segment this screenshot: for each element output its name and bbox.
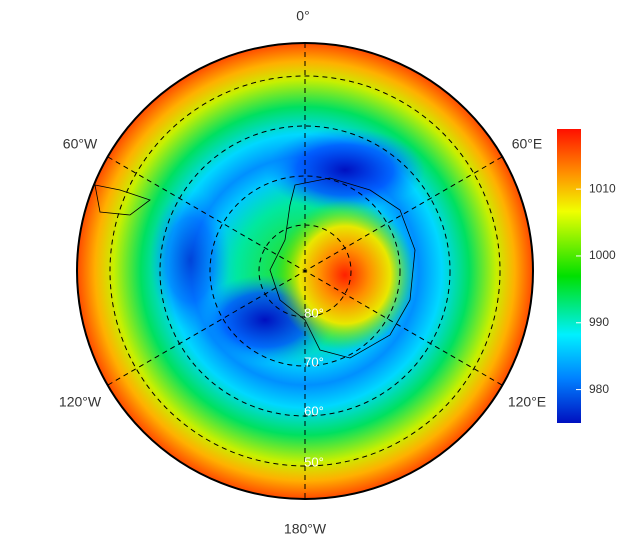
colorbar (557, 129, 581, 423)
colorbar-tick-label: 990 (589, 315, 609, 329)
graticule (107, 43, 503, 499)
coastline (269, 177, 416, 359)
longitude-label: 180°W (284, 521, 327, 537)
colorbar-tick-label: 980 (589, 382, 609, 396)
longitude-label: 60°E (512, 136, 543, 152)
longitude-label: 120°E (508, 394, 546, 410)
longitude-label: 0° (296, 8, 309, 24)
colorbar-tick-label: 1000 (589, 248, 616, 262)
coastline (94, 184, 151, 216)
longitude-label: 120°W (59, 394, 102, 410)
latitude-label: 80° (304, 305, 324, 320)
latitude-label: 70° (304, 354, 324, 369)
map-border (76, 42, 534, 500)
latitude-label: 60° (304, 403, 324, 418)
colorbar-tick-label: 1010 (589, 181, 616, 195)
longitude-label: 60°W (63, 136, 98, 152)
latitude-label: 50° (304, 454, 324, 469)
